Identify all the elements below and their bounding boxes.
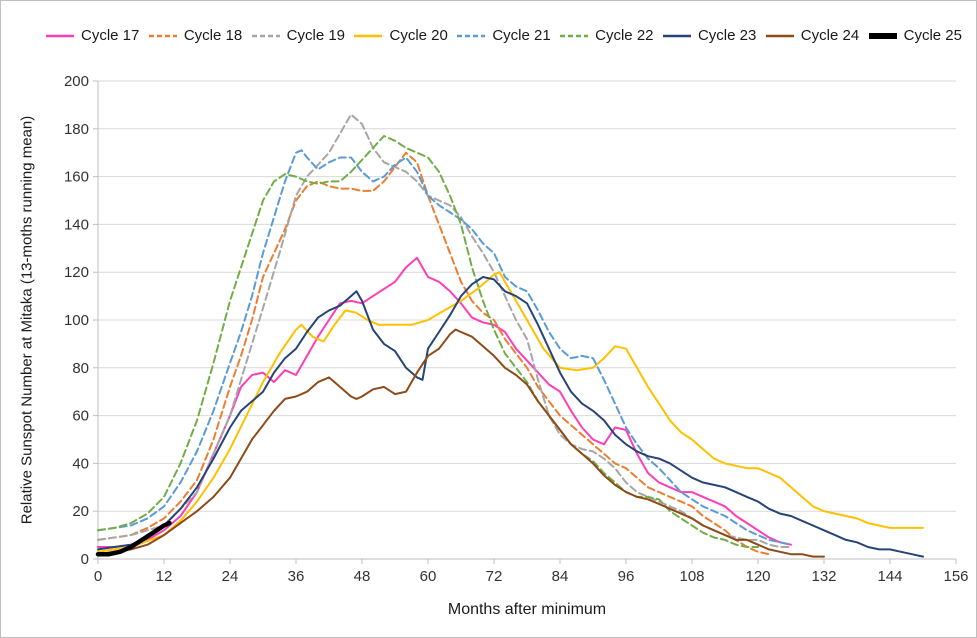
x-tick-label: 48 [354,568,371,585]
y-tick-label: 100 [64,312,89,329]
x-tick-label: 24 [222,568,239,585]
legend-item: Cycle 19 [251,27,345,44]
y-tick-label: 60 [72,408,89,425]
x-tick-label: 12 [156,568,173,585]
series-line-cycle-19 [97,113,792,548]
legend-label: Cycle 24 [800,27,860,44]
legend-label: Cycle 23 [697,27,757,44]
y-tick-label: 180 [64,121,89,138]
x-tick-label: 0 [94,568,102,585]
series-line-cycle-23 [97,276,924,558]
legend-marker-line [662,34,691,37]
y-axis-title: Relative Sunspot Number at Mitaka (13-mo… [18,115,36,525]
y-tick-label: 140 [64,216,89,233]
x-tick-label: 108 [679,568,704,585]
x-tick-label: 132 [811,568,836,585]
legend-marker-line [354,34,383,37]
legend-marker-line [251,34,280,37]
series-line-cycle-17 [97,256,792,548]
series-line-cycle-25 [95,520,172,557]
y-tick-label: 40 [72,455,89,472]
series-line-cycle-20 [97,271,924,553]
legend-label: Cycle 20 [389,27,448,44]
x-tick-label: 144 [877,568,902,585]
y-tick-label: 160 [64,169,89,186]
legend-label: Cycle 21 [492,27,551,44]
y-tick-label: 0 [81,551,89,568]
legend-marker-line [148,34,177,37]
x-tick-label: 96 [618,568,635,585]
legend-label: Cycle 25 [903,27,962,44]
legend-item: Cycle 17 [45,27,139,44]
x-tick-label: 156 [943,568,968,585]
y-tick-label: 20 [72,503,89,520]
legend-item: Cycle 24 [765,27,859,44]
x-tick-label: 72 [486,568,503,585]
legend-item: Cycle 18 [148,27,242,44]
legend-label: Cycle 19 [286,27,346,44]
legend-marker-line [457,34,486,37]
series-line-cycle-24 [97,328,825,558]
legend-marker-line [765,34,794,37]
x-tick-label: 36 [288,568,305,585]
x-tick-label: 84 [552,568,569,585]
legend-item: Cycle 25 [868,27,962,44]
y-tick-label: 80 [72,360,89,377]
legend-marker-line [560,34,589,37]
y-tick-label: 200 [64,73,89,90]
series-line-cycle-21 [97,149,792,546]
y-tick-label: 120 [64,264,89,281]
x-tick-label: 60 [420,568,437,585]
legend-item: Cycle 20 [353,27,448,44]
series-line-cycle-18 [97,151,770,556]
series-line-cycle-22 [97,135,759,548]
legend-label: Cycle 17 [81,27,140,44]
legend-label: Cycle 18 [183,27,243,44]
legend-marker-line [868,32,897,39]
legend: Cycle 17 Cycle 18 Cycle 19 Cycle 20 Cycle 21… [45,27,962,44]
x-axis-title: Months after minimum [447,601,607,618]
legend-item: Cycle 21 [456,27,551,44]
legend-item: Cycle 22 [559,27,654,44]
x-tick-label: 120 [745,568,770,585]
legend-label: Cycle 22 [595,27,654,44]
legend-item: Cycle 23 [662,27,756,44]
legend-marker-line [46,34,74,37]
